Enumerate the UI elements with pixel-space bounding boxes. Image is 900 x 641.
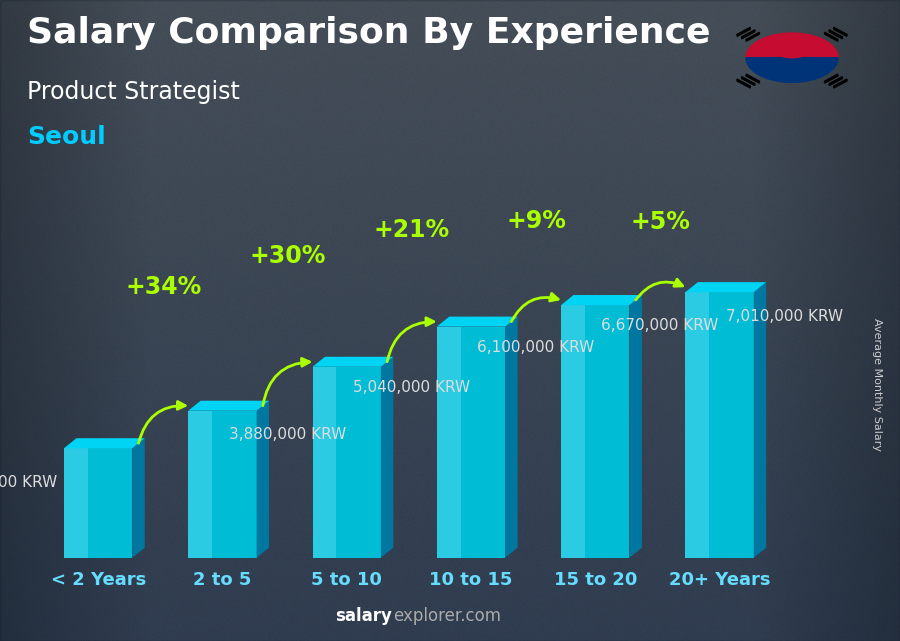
Polygon shape <box>629 295 642 558</box>
Bar <box>436 327 461 558</box>
Polygon shape <box>833 28 847 37</box>
Polygon shape <box>754 282 766 558</box>
Text: Average Monthly Salary: Average Monthly Salary <box>872 318 883 451</box>
Polygon shape <box>746 58 838 82</box>
Polygon shape <box>824 74 838 83</box>
Polygon shape <box>737 28 751 37</box>
Polygon shape <box>829 76 842 86</box>
Polygon shape <box>829 29 842 39</box>
Polygon shape <box>188 401 269 411</box>
Text: 6,670,000 KRW: 6,670,000 KRW <box>601 319 719 333</box>
Text: +30%: +30% <box>249 244 326 269</box>
Polygon shape <box>746 33 838 58</box>
Polygon shape <box>742 76 755 86</box>
Bar <box>312 367 381 558</box>
Bar <box>312 367 337 558</box>
Polygon shape <box>746 32 760 41</box>
Text: +21%: +21% <box>374 218 450 242</box>
Polygon shape <box>769 46 815 58</box>
Text: explorer.com: explorer.com <box>393 607 501 625</box>
Bar <box>64 448 88 558</box>
Polygon shape <box>64 438 145 448</box>
Polygon shape <box>256 401 269 558</box>
Text: 6,100,000 KRW: 6,100,000 KRW <box>477 340 595 355</box>
Polygon shape <box>833 79 847 88</box>
Polygon shape <box>132 438 145 558</box>
Polygon shape <box>686 282 766 292</box>
Text: 15 to 20: 15 to 20 <box>554 571 637 589</box>
Bar <box>64 448 132 558</box>
Polygon shape <box>737 79 751 88</box>
Polygon shape <box>436 317 518 327</box>
Text: +9%: +9% <box>507 210 566 233</box>
Polygon shape <box>561 295 642 305</box>
Polygon shape <box>312 357 393 367</box>
Polygon shape <box>824 32 838 41</box>
Text: +34%: +34% <box>125 275 202 299</box>
Text: salary: salary <box>335 607 392 625</box>
Polygon shape <box>769 70 815 82</box>
Text: 5,040,000 KRW: 5,040,000 KRW <box>353 380 470 395</box>
Polygon shape <box>505 317 518 558</box>
Text: Seoul: Seoul <box>27 125 106 149</box>
Text: 2 to 5: 2 to 5 <box>194 571 252 589</box>
Polygon shape <box>742 29 755 39</box>
Polygon shape <box>746 74 760 83</box>
Text: Product Strategist: Product Strategist <box>27 80 240 104</box>
Bar <box>561 305 585 558</box>
Text: 20+ Years: 20+ Years <box>669 571 770 589</box>
Bar <box>561 305 629 558</box>
Bar <box>686 292 709 558</box>
Text: < 2 Years: < 2 Years <box>50 571 146 589</box>
Bar <box>686 292 753 558</box>
Text: 10 to 15: 10 to 15 <box>429 571 513 589</box>
Bar <box>188 411 212 558</box>
Text: 7,010,000 KRW: 7,010,000 KRW <box>725 309 843 324</box>
Text: +5%: +5% <box>631 210 690 234</box>
Text: 3,880,000 KRW: 3,880,000 KRW <box>229 428 346 442</box>
Text: 5 to 10: 5 to 10 <box>311 571 382 589</box>
Bar <box>188 411 256 558</box>
Text: Salary Comparison By Experience: Salary Comparison By Experience <box>27 16 710 50</box>
Bar <box>436 327 505 558</box>
Text: 2,890,000 KRW: 2,890,000 KRW <box>0 475 58 490</box>
Polygon shape <box>381 357 393 558</box>
